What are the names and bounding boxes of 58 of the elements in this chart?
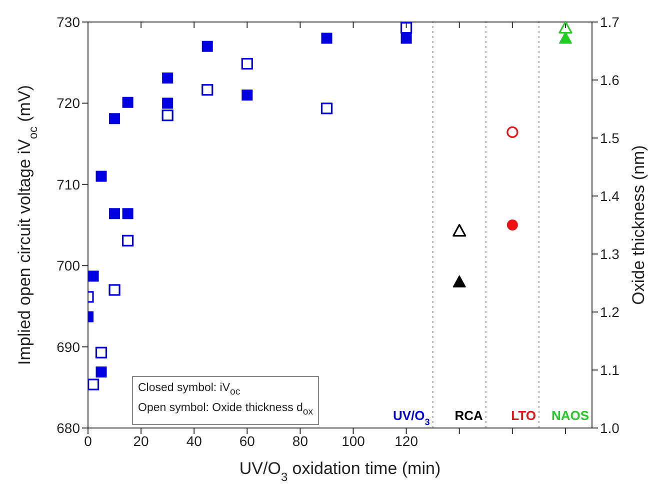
y-tick-label: 720 [56,95,80,112]
annotation: Closed symbol: iV$_{oc}$ [138,381,242,400]
y2-tick-label: 1.7 [600,14,620,30]
point [162,72,174,84]
x-tick-label: 80 [292,432,308,449]
annotation: RCA [454,408,484,423]
y-tick-label: 710 [56,176,80,192]
y-tick-label: 680 [56,420,80,436]
point [506,126,518,138]
point [452,224,466,237]
point [122,234,134,246]
annotation: LTO [511,408,536,423]
point [321,32,332,44]
point [108,284,120,296]
x-tick-label: 120 [394,432,418,449]
annotation: UV/O$_{3}$ [392,408,430,427]
point [242,90,253,101]
y2-tick-label: 1.2 [600,304,620,320]
point [320,102,333,114]
point [96,170,107,182]
point [95,346,108,358]
point [202,40,213,52]
point [400,22,412,34]
point [241,58,253,70]
annotation: Open symbol: Oxide thickness d$_{ox}$ [138,401,314,420]
y2-tick-label: 1.3 [600,246,620,262]
y2-tick-label: 1.5 [600,130,620,146]
x-axis-title: UV/O$_{3}$ oxidation time (min) [239,459,441,484]
point [88,270,99,282]
y-tick-label: 690 [56,338,80,355]
point [558,22,572,34]
x-tick-label: 0 [84,432,92,449]
y-tick-label: 730 [56,14,80,30]
note-box: Closed symbol: iV$_{oc}$ Open symbol: Oxide thickness d$_{ox}$ [132,376,320,425]
point [162,98,174,109]
point [122,96,134,108]
point [162,110,174,122]
x-tick-label: 20 [133,432,150,449]
y-tick-label: 700 [56,258,80,274]
point [96,366,107,378]
y2-tick-label: 1.6 [600,72,620,88]
point [202,84,214,96]
x-tick-label: 60 [239,432,256,449]
point [109,113,120,124]
y2-tick-label: 1.4 [600,188,620,204]
point [506,220,518,230]
point [122,208,134,220]
point [109,208,120,220]
point [558,32,572,44]
annotation: NAOS [551,408,590,423]
y2-tick-label: 1.1 [600,362,620,378]
y2-axis-title: Oxide thickness (nm) [629,145,648,305]
x-tick-label: 100 [342,432,366,449]
point [88,378,100,390]
point [452,275,466,288]
x-tick-label: 40 [186,432,202,449]
y2-tick-label: 1.0 [600,420,620,436]
point [400,32,412,44]
